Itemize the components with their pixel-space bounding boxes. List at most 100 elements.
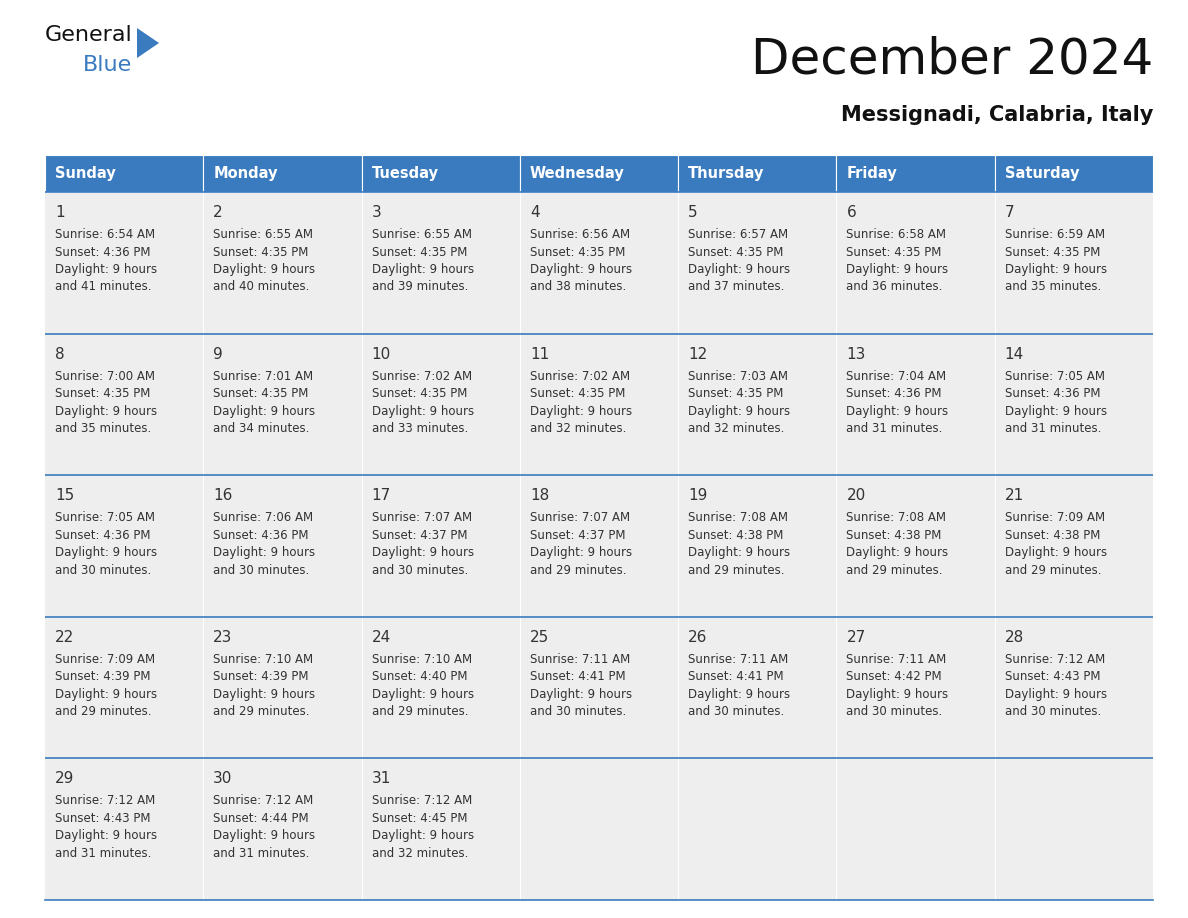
Bar (45, 333, 1154, 476)
Text: Sunrise: 6:54 AM: Sunrise: 6:54 AM (55, 228, 156, 241)
Text: Sunset: 4:41 PM: Sunset: 4:41 PM (688, 670, 784, 683)
Text: Sunset: 4:43 PM: Sunset: 4:43 PM (55, 812, 151, 825)
Text: Sunset: 4:42 PM: Sunset: 4:42 PM (846, 670, 942, 683)
Text: Sunrise: 7:07 AM: Sunrise: 7:07 AM (530, 511, 630, 524)
Text: Sunset: 4:44 PM: Sunset: 4:44 PM (214, 812, 309, 825)
Text: Daylight: 9 hours: Daylight: 9 hours (214, 405, 315, 418)
Text: Sunrise: 7:11 AM: Sunrise: 7:11 AM (846, 653, 947, 666)
Text: Sunrise: 7:10 AM: Sunrise: 7:10 AM (214, 653, 314, 666)
Text: and 31 minutes.: and 31 minutes. (55, 847, 151, 860)
Text: Daylight: 9 hours: Daylight: 9 hours (688, 688, 790, 700)
Text: and 30 minutes.: and 30 minutes. (214, 564, 310, 577)
Text: 11: 11 (530, 347, 549, 362)
Bar (678, 155, 836, 192)
Text: Sunrise: 6:57 AM: Sunrise: 6:57 AM (688, 228, 789, 241)
Text: Sunset: 4:39 PM: Sunset: 4:39 PM (55, 670, 151, 683)
Text: and 34 minutes.: and 34 minutes. (214, 422, 310, 435)
Text: Sunset: 4:38 PM: Sunset: 4:38 PM (846, 529, 942, 542)
Text: Sunset: 4:35 PM: Sunset: 4:35 PM (688, 245, 784, 259)
Bar (994, 155, 1154, 192)
Text: 21: 21 (1005, 488, 1024, 503)
Bar (520, 155, 678, 192)
Text: Daylight: 9 hours: Daylight: 9 hours (846, 546, 948, 559)
Text: Wednesday: Wednesday (530, 166, 625, 181)
Text: Sunset: 4:35 PM: Sunset: 4:35 PM (372, 387, 467, 400)
Text: Daylight: 9 hours: Daylight: 9 hours (372, 546, 474, 559)
Text: Sunrise: 7:10 AM: Sunrise: 7:10 AM (372, 653, 472, 666)
Text: Sunset: 4:35 PM: Sunset: 4:35 PM (530, 245, 625, 259)
Text: Sunrise: 7:12 AM: Sunrise: 7:12 AM (1005, 653, 1105, 666)
Text: and 38 minutes.: and 38 minutes. (530, 281, 626, 294)
Text: Sunset: 4:35 PM: Sunset: 4:35 PM (846, 245, 942, 259)
Text: Sunrise: 7:12 AM: Sunrise: 7:12 AM (55, 794, 156, 808)
Text: and 29 minutes.: and 29 minutes. (530, 564, 626, 577)
Text: Monday: Monday (214, 166, 278, 181)
Text: Daylight: 9 hours: Daylight: 9 hours (55, 263, 157, 276)
Text: December 2024: December 2024 (751, 35, 1154, 83)
Bar (836, 155, 994, 192)
Text: 19: 19 (688, 488, 708, 503)
Text: and 30 minutes.: and 30 minutes. (55, 564, 151, 577)
Text: and 30 minutes.: and 30 minutes. (688, 705, 784, 718)
Text: Sunset: 4:37 PM: Sunset: 4:37 PM (530, 529, 625, 542)
Text: 27: 27 (846, 630, 866, 644)
Text: Daylight: 9 hours: Daylight: 9 hours (688, 263, 790, 276)
Text: 9: 9 (214, 347, 223, 362)
Text: 5: 5 (688, 205, 697, 220)
Text: Daylight: 9 hours: Daylight: 9 hours (530, 688, 632, 700)
Text: 28: 28 (1005, 630, 1024, 644)
Text: Daylight: 9 hours: Daylight: 9 hours (372, 405, 474, 418)
Text: 31: 31 (372, 771, 391, 787)
Text: Sunrise: 7:02 AM: Sunrise: 7:02 AM (372, 370, 472, 383)
Text: and 29 minutes.: and 29 minutes. (846, 564, 943, 577)
Text: and 29 minutes.: and 29 minutes. (688, 564, 784, 577)
Text: and 29 minutes.: and 29 minutes. (372, 705, 468, 718)
Text: General: General (45, 25, 133, 45)
Text: Daylight: 9 hours: Daylight: 9 hours (530, 405, 632, 418)
Text: 26: 26 (688, 630, 708, 644)
Text: 20: 20 (846, 488, 866, 503)
Text: Daylight: 9 hours: Daylight: 9 hours (55, 405, 157, 418)
Text: Daylight: 9 hours: Daylight: 9 hours (1005, 405, 1107, 418)
Text: and 29 minutes.: and 29 minutes. (1005, 564, 1101, 577)
Text: Friday: Friday (846, 166, 897, 181)
Text: Sunset: 4:35 PM: Sunset: 4:35 PM (214, 387, 309, 400)
Text: and 30 minutes.: and 30 minutes. (846, 705, 943, 718)
Text: Daylight: 9 hours: Daylight: 9 hours (372, 688, 474, 700)
Text: 10: 10 (372, 347, 391, 362)
Text: 7: 7 (1005, 205, 1015, 220)
Text: Sunrise: 7:11 AM: Sunrise: 7:11 AM (530, 653, 630, 666)
Text: Daylight: 9 hours: Daylight: 9 hours (846, 688, 948, 700)
Text: Sunset: 4:38 PM: Sunset: 4:38 PM (1005, 529, 1100, 542)
Text: Sunrise: 7:01 AM: Sunrise: 7:01 AM (214, 370, 314, 383)
Text: Sunset: 4:35 PM: Sunset: 4:35 PM (55, 387, 151, 400)
Bar (45, 155, 203, 192)
Text: Daylight: 9 hours: Daylight: 9 hours (688, 546, 790, 559)
Text: Sunset: 4:35 PM: Sunset: 4:35 PM (1005, 245, 1100, 259)
Bar (45, 758, 1154, 900)
Text: Sunset: 4:43 PM: Sunset: 4:43 PM (1005, 670, 1100, 683)
Text: and 31 minutes.: and 31 minutes. (214, 847, 310, 860)
Text: 29: 29 (55, 771, 75, 787)
Text: Sunset: 4:37 PM: Sunset: 4:37 PM (372, 529, 467, 542)
Text: 8: 8 (55, 347, 64, 362)
Text: 6: 6 (846, 205, 857, 220)
Text: 17: 17 (372, 488, 391, 503)
Text: 16: 16 (214, 488, 233, 503)
Text: 25: 25 (530, 630, 549, 644)
Text: Sunrise: 7:09 AM: Sunrise: 7:09 AM (1005, 511, 1105, 524)
Text: Tuesday: Tuesday (372, 166, 438, 181)
Text: Sunset: 4:36 PM: Sunset: 4:36 PM (1005, 387, 1100, 400)
Text: Daylight: 9 hours: Daylight: 9 hours (214, 829, 315, 843)
Text: Daylight: 9 hours: Daylight: 9 hours (1005, 263, 1107, 276)
Text: 23: 23 (214, 630, 233, 644)
Text: 13: 13 (846, 347, 866, 362)
Text: Daylight: 9 hours: Daylight: 9 hours (846, 263, 948, 276)
Text: 22: 22 (55, 630, 74, 644)
Text: Sunset: 4:45 PM: Sunset: 4:45 PM (372, 812, 467, 825)
Text: Sunset: 4:41 PM: Sunset: 4:41 PM (530, 670, 626, 683)
Text: Sunday: Sunday (55, 166, 115, 181)
Text: Sunset: 4:35 PM: Sunset: 4:35 PM (530, 387, 625, 400)
Text: Sunset: 4:39 PM: Sunset: 4:39 PM (214, 670, 309, 683)
Bar (203, 155, 361, 192)
